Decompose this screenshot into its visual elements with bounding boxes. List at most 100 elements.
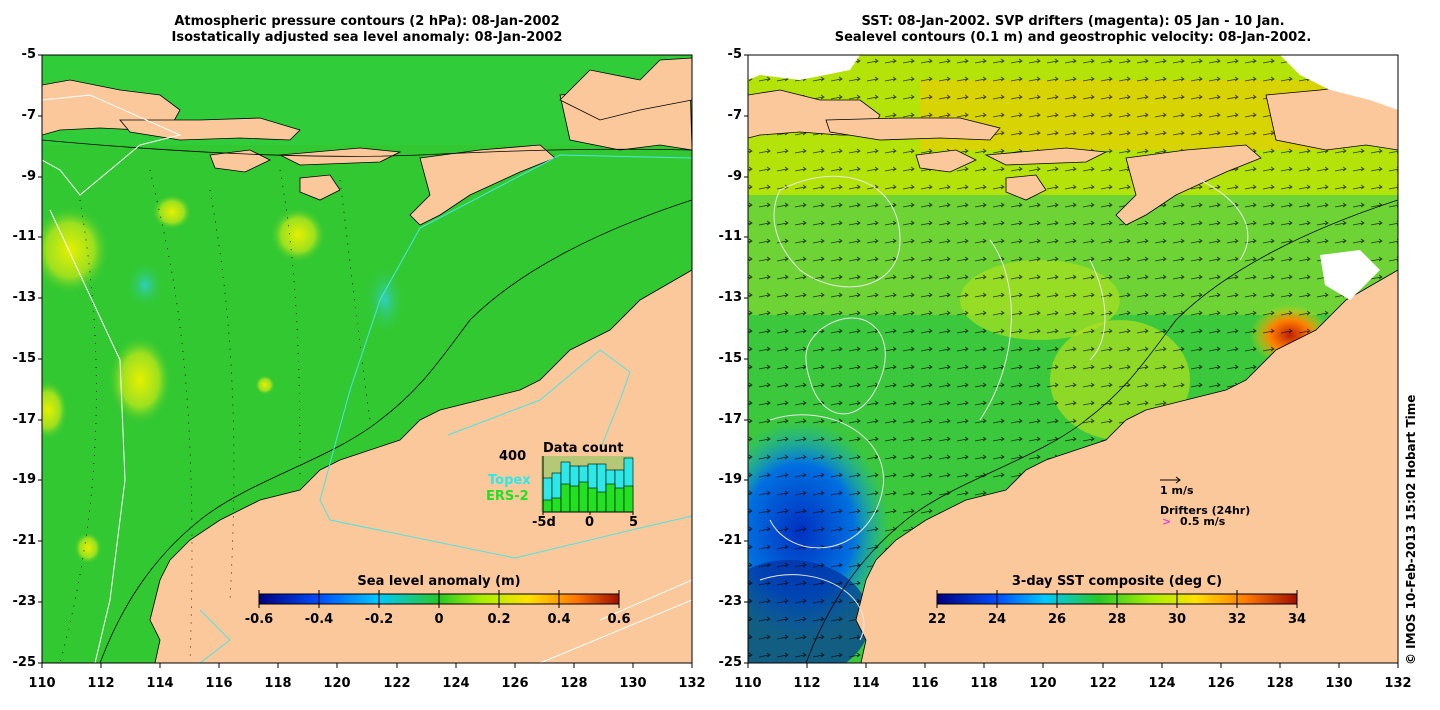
inset-x-tick: 0 [585,515,595,530]
y-tick: -19 [12,472,37,487]
y-tick: -19 [718,472,743,487]
sla-high-blob [74,532,102,564]
y-tick: -21 [718,533,743,548]
x-tick: 116 [911,676,939,691]
x-tick: 120 [323,676,351,691]
left-title-line1: Atmospheric pressure contours (2 hPa): 0… [174,14,560,29]
ers-tracks [42,94,692,663]
x-tick: 126 [501,676,529,691]
y-tick: -9 [21,169,36,184]
tick-marks [38,54,1399,668]
velocity-scale-arrow [1160,476,1181,484]
x-tick: 126 [1207,676,1235,691]
right-title-line2: Sealevel contours (0.1 m) and geostrophi… [834,30,1312,45]
x-tick: 110 [28,676,56,691]
sla-colorbar-ticks [258,590,620,608]
colorbar-tick: 0.4 [547,612,571,627]
pressure-contours [42,139,692,663]
sla-colorbar-label: Sea level anomaly (m) [357,574,521,589]
y-tick: -11 [718,229,743,244]
inset-x-tick: -5d [532,515,556,530]
x-tick: 122 [383,676,411,691]
sla-high-blob [152,194,192,230]
inset-x-tick: 5 [629,515,639,530]
left-land [42,57,692,663]
sst-colorbar-ticks [936,590,1298,608]
y-tick: -23 [12,594,37,609]
colorbar-tick: 0.2 [487,612,511,627]
legend-topex: Topex [488,473,531,488]
left-title-line2: Isostatically adjusted sea level anomaly… [171,30,563,45]
colorbar-tick: -0.4 [304,612,334,627]
right-title-line1: SST: 08-Jan-2002. SVP drifters (magenta)… [861,14,1285,29]
x-tick: 118 [970,676,998,691]
x-tick: 130 [619,676,647,691]
sla-dotted-contours [59,169,371,663]
cloud-mask [748,55,1398,300]
colorbar-tick: 26 [1047,612,1067,627]
topex-tracks [199,154,692,663]
inset-title: Data count [543,441,624,456]
sla-high-blob [108,335,172,425]
legend-ers2: ERS-2 [486,489,529,504]
colorbar-tick: 0.6 [607,612,631,627]
right-map [748,55,1398,663]
x-tick: 128 [1266,676,1294,691]
drifters-label: Drifters (24hr) [1160,504,1251,517]
data-count-inset [541,456,634,515]
y-tick: -17 [718,412,743,427]
y-tick: -21 [12,533,37,548]
x-tick: 116 [205,676,233,691]
y-tick: -9 [727,169,742,184]
x-tick: 114 [146,676,174,691]
x-tick: 130 [1325,676,1353,691]
colorbar-tick: -0.6 [244,612,274,627]
sla-high-blob [42,205,110,295]
sla-low-blob [125,261,165,309]
y-tick: -25 [718,655,743,670]
velocity-scale-label: 1 m/s [1160,484,1194,497]
x-tick: 112 [87,676,115,691]
sla-high-blob [270,207,326,263]
colorbar-tick: 24 [987,612,1007,627]
colorbar-tick: 32 [1227,612,1247,627]
x-tick: 120 [1029,676,1057,691]
x-tick: 132 [678,676,706,691]
x-tick: 122 [1089,676,1117,691]
x-tick: 114 [852,676,880,691]
right-contour [805,199,1398,663]
y-tick: -23 [718,594,743,609]
x-tick: 112 [793,676,821,691]
sla-low-blob [365,264,405,336]
y-tick: -25 [12,655,37,670]
y-tick: -15 [12,351,37,366]
y-tick: -5 [727,47,742,62]
x-tick: 110 [734,676,762,691]
x-tick: 118 [264,676,292,691]
x-tick: 124 [1148,676,1176,691]
x-tick: 124 [442,676,470,691]
y-tick: -5 [21,47,36,62]
colorbar-tick: 34 [1287,612,1307,627]
drifter-scale-label: 0.5 m/s [1180,515,1226,528]
drifter-arrow-icon: > [1162,515,1172,528]
inset-y-label: 400 [499,449,527,464]
sla-high-blob [255,375,275,395]
y-tick: -7 [727,108,742,123]
colorbar-tick: 30 [1167,612,1187,627]
colorbar-tick: -0.2 [364,612,394,627]
colorbar-tick: 0 [434,612,444,627]
y-tick: -7 [21,108,36,123]
y-tick: -15 [718,351,743,366]
sealevel-contours [759,175,1249,641]
x-tick: 128 [560,676,588,691]
colorbar-tick: 28 [1107,612,1127,627]
y-tick: -11 [12,229,37,244]
colorbar-tick: 22 [927,612,947,627]
copyright-notice: © IMOS 10-Feb-2013 15:02 Hobart Time [1404,394,1418,665]
x-tick: 132 [1384,676,1412,691]
sst-colorbar-label: 3-day SST composite (deg C) [1011,574,1223,589]
y-tick: -13 [12,290,37,305]
left-map [42,55,692,663]
